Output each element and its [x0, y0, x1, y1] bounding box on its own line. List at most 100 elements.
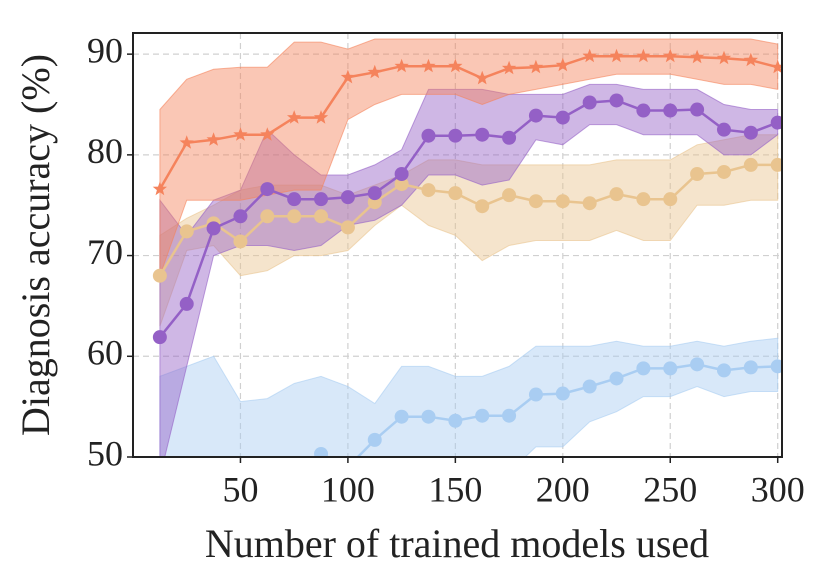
- confidence-band: [159, 337, 779, 457]
- y-tick-label: 60: [87, 333, 123, 373]
- marker: [663, 103, 678, 118]
- marker: [555, 110, 570, 125]
- marker: [528, 194, 543, 209]
- y-tick-label: 50: [87, 433, 123, 473]
- marker: [636, 192, 651, 207]
- marker: [421, 58, 436, 73]
- marker: [152, 268, 167, 283]
- marker: [287, 209, 302, 224]
- marker: [475, 199, 490, 214]
- marker: [448, 128, 463, 143]
- marker: [152, 181, 167, 196]
- marker: [340, 69, 355, 84]
- x-tick-label: 300: [751, 469, 805, 509]
- marker: [743, 52, 758, 67]
- marker: [502, 188, 517, 203]
- marker: [716, 164, 731, 179]
- marker: [260, 209, 275, 224]
- marker: [663, 192, 678, 207]
- marker: [770, 59, 782, 74]
- marker: [716, 363, 731, 378]
- marker: [260, 182, 275, 197]
- marker: [448, 186, 463, 201]
- marker: [690, 166, 705, 181]
- marker: [528, 387, 543, 402]
- marker: [663, 48, 678, 63]
- confidence-band: [159, 38, 779, 276]
- marker: [206, 132, 221, 146]
- marker: [609, 48, 624, 63]
- marker: [421, 183, 436, 198]
- marker: [179, 224, 194, 239]
- y-tick-label: 70: [87, 232, 123, 272]
- marker: [152, 330, 167, 345]
- marker: [555, 386, 570, 401]
- marker: [421, 128, 436, 143]
- y-axis-label: Diagnosis accuracy (%): [13, 54, 58, 436]
- marker: [770, 115, 782, 130]
- series-line: [158, 54, 779, 190]
- marker: [340, 190, 355, 205]
- marker: [528, 108, 543, 123]
- marker: [206, 221, 221, 236]
- marker: [367, 64, 382, 79]
- x-tick-label: 200: [536, 469, 590, 509]
- marker: [555, 194, 570, 209]
- marker: [716, 122, 731, 137]
- marker: [716, 50, 732, 65]
- marker: [502, 130, 517, 145]
- ticks: 50 60 70 80 90 50 100 150 200 250 300: [87, 30, 805, 509]
- marker: [287, 470, 301, 484]
- marker: [743, 157, 758, 172]
- marker: [340, 220, 355, 235]
- marker: [367, 186, 382, 201]
- marker: [690, 49, 705, 64]
- marker: [555, 57, 570, 72]
- marker: [582, 196, 597, 211]
- marker: [475, 408, 490, 423]
- marker: [207, 500, 221, 514]
- marker: [636, 48, 651, 63]
- marker: [448, 413, 463, 428]
- x-tick-label: 50: [222, 469, 258, 509]
- marker: [743, 125, 758, 140]
- x-tick-label: 250: [643, 469, 697, 509]
- marker: [502, 408, 517, 423]
- marker: [394, 166, 409, 181]
- marker: [314, 446, 329, 457]
- lines: [152, 48, 782, 565]
- marker: [394, 58, 409, 73]
- marker: [582, 95, 597, 110]
- marker: [448, 58, 463, 73]
- marker: [287, 192, 302, 207]
- marker: [421, 409, 436, 424]
- marker: [475, 70, 490, 85]
- marker: [528, 59, 544, 74]
- marker: [609, 371, 624, 386]
- marker: [260, 480, 274, 494]
- marker: [636, 103, 651, 118]
- marker: [287, 110, 302, 124]
- marker: [609, 93, 624, 108]
- marker: [743, 360, 758, 375]
- marker: [690, 102, 705, 117]
- marker: [314, 209, 329, 224]
- marker: [233, 234, 248, 249]
- marker: [179, 296, 194, 311]
- marker: [636, 361, 651, 376]
- marker: [233, 209, 248, 224]
- marker: [367, 432, 382, 447]
- y-tick-label: 80: [87, 131, 123, 171]
- marker: [180, 520, 194, 534]
- x-axis-label: Number of trained models used: [205, 521, 709, 566]
- marker: [609, 187, 624, 202]
- marker: [313, 110, 329, 124]
- marker: [475, 127, 490, 142]
- marker: [153, 551, 167, 565]
- marker: [260, 127, 275, 141]
- x-tick-label: 100: [321, 469, 375, 509]
- marker: [582, 379, 597, 394]
- axes-frame: [132, 32, 783, 458]
- marker: [394, 177, 409, 192]
